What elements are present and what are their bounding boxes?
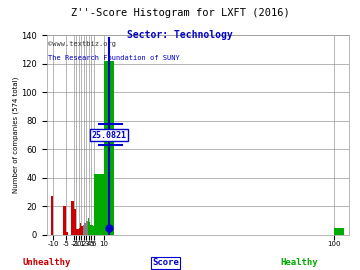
Bar xyxy=(91,225,93,235)
Bar xyxy=(93,226,94,235)
Bar xyxy=(85,224,86,235)
Bar xyxy=(90,225,91,235)
Bar xyxy=(334,228,344,235)
Bar xyxy=(79,228,80,235)
Bar xyxy=(63,206,66,235)
Bar xyxy=(86,221,87,235)
Y-axis label: Number of companies (574 total): Number of companies (574 total) xyxy=(12,77,19,193)
Text: Healthy: Healthy xyxy=(280,258,318,267)
Bar xyxy=(80,224,81,235)
Text: 25.0821: 25.0821 xyxy=(92,130,127,140)
Text: Sector: Technology: Sector: Technology xyxy=(127,30,233,40)
Text: Unhealthy: Unhealthy xyxy=(23,258,71,267)
Bar xyxy=(82,225,84,235)
Bar xyxy=(84,224,85,235)
Bar xyxy=(81,226,82,235)
Bar xyxy=(76,229,79,235)
Bar xyxy=(77,231,79,235)
Bar xyxy=(73,209,76,235)
Text: Z''-Score Histogram for LXFT (2016): Z''-Score Histogram for LXFT (2016) xyxy=(71,8,289,18)
Bar xyxy=(94,174,104,235)
Text: Score: Score xyxy=(152,258,179,267)
Text: ©www.textbiz.org: ©www.textbiz.org xyxy=(48,41,116,47)
Bar xyxy=(71,201,73,235)
Bar xyxy=(87,218,89,235)
Bar xyxy=(89,222,90,235)
Bar xyxy=(66,232,68,235)
Text: The Research Foundation of SUNY: The Research Foundation of SUNY xyxy=(48,55,180,61)
Bar xyxy=(51,196,53,235)
Bar xyxy=(104,61,114,235)
